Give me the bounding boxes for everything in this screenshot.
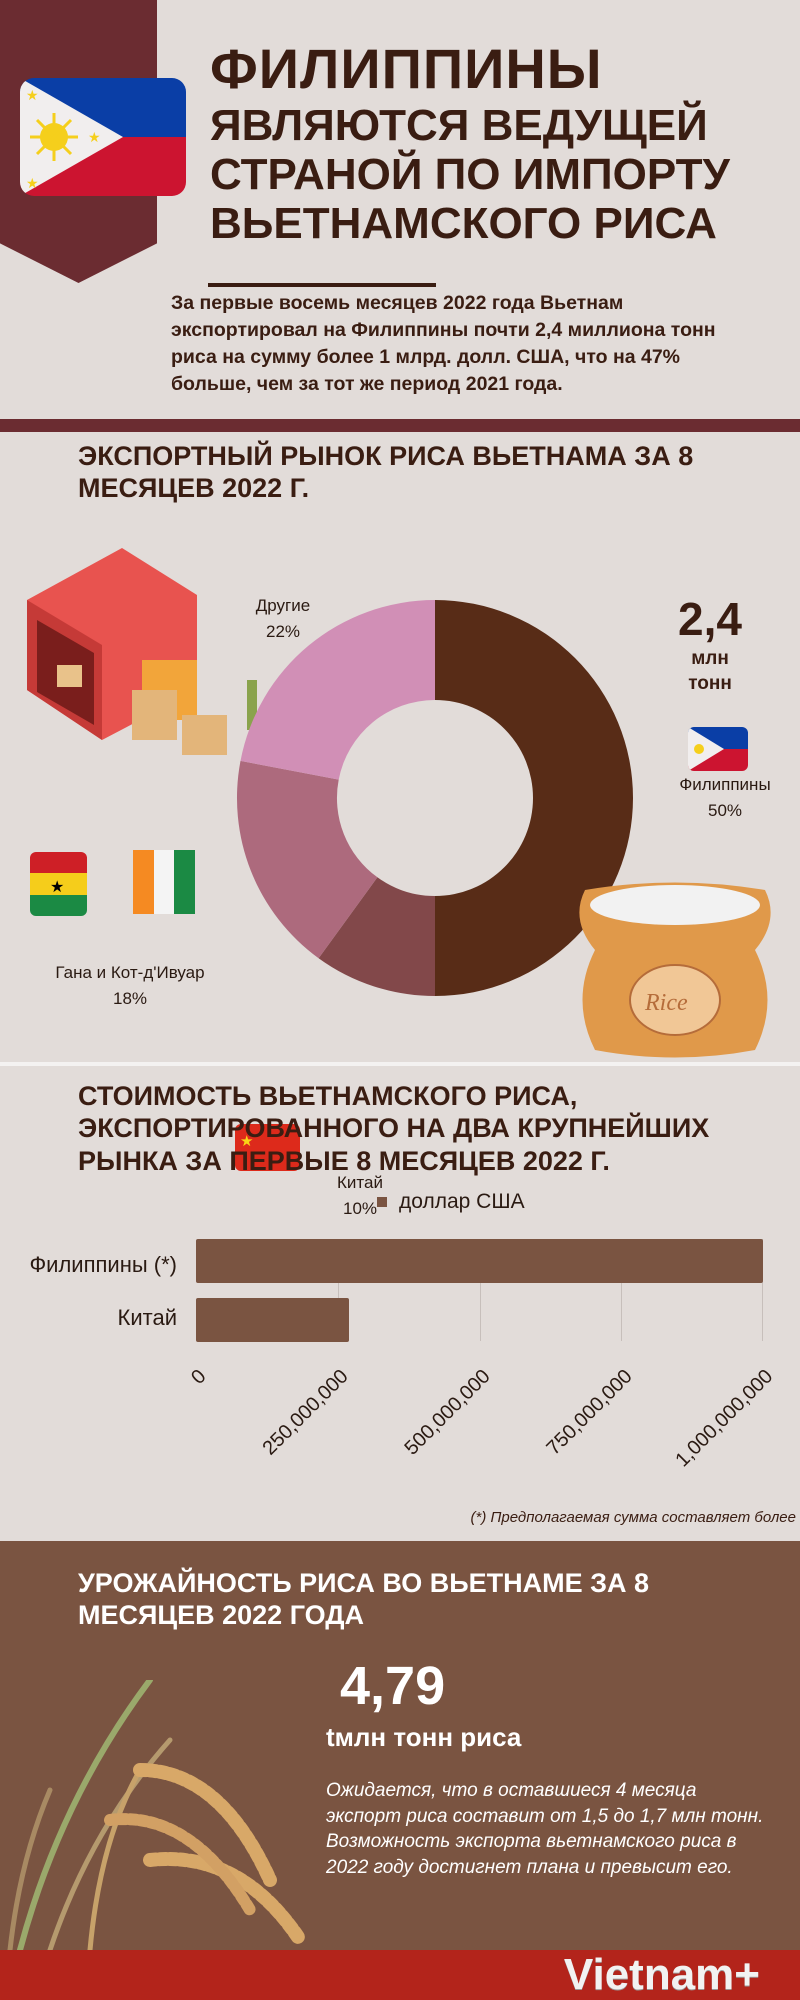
svg-text:★: ★ <box>26 87 39 103</box>
vietnamplus-logo[interactable]: Vietnam+ <box>563 1950 760 1999</box>
footer-bar <box>0 1950 800 2000</box>
x-tick: 500,000,000 <box>400 1365 495 1460</box>
chart-legend: доллар США <box>377 1190 525 1214</box>
yield-value: 4,79 <box>340 1656 446 1716</box>
philippines-flag-small-icon <box>688 727 748 771</box>
shipping-container-illustration <box>22 540 262 760</box>
section-divider-white <box>0 1062 800 1066</box>
legend-swatch-icon <box>377 1197 387 1207</box>
x-tick: 750,000,000 <box>542 1365 637 1460</box>
label-ghana-ivory-coast: Гана и Кот-д'Ивуар 18% <box>55 963 205 1008</box>
svg-text:Rice: Rice <box>644 990 688 1016</box>
value-section-title: СТОИМОСТЬ ВЬЕТНАМСКОГО РИСА, ЭКСПОРТИРОВ… <box>78 1081 710 1176</box>
market-section-title: ЭКСПОРТНЫЙ РЫНОК РИСА ВЬЕТНАМА ЗА 8 МЕСЯ… <box>78 441 694 504</box>
ghana-flag-icon: ★ <box>30 852 87 916</box>
svg-text:★: ★ <box>26 175 39 191</box>
grid-line <box>762 1239 763 1341</box>
svg-text:★: ★ <box>240 1133 253 1150</box>
grid-line <box>338 1239 339 1341</box>
x-tick: 0 <box>187 1365 211 1389</box>
bar-label-philippines: Филиппины (*) <box>29 1252 177 1277</box>
yield-section <box>0 1541 800 1950</box>
ivory-coast-flag-icon <box>133 850 195 914</box>
total-tonnage: 2,4 млн тонн <box>678 593 742 694</box>
yield-unit: tмлн тонн риса <box>326 1722 522 1752</box>
bar-philippines <box>196 1239 763 1283</box>
yield-section-title: УРОЖАЙНОСТЬ РИСА ВО ВЬЕТНАМЕ ЗА 8 МЕСЯЦЕ… <box>78 1568 650 1631</box>
china-flag-icon: ★ <box>235 1124 300 1171</box>
bar-china <box>196 1298 349 1342</box>
section-divider <box>0 419 800 432</box>
yield-note: Ожидается, что в оставшиеся 4 месяца экс… <box>326 1780 764 1878</box>
grid-line <box>480 1239 481 1341</box>
label-philippines: Филиппины 50% <box>679 775 771 820</box>
bar-label-china: Китай <box>117 1305 177 1330</box>
svg-text:★: ★ <box>50 879 64 896</box>
label-others: Другие 22% <box>255 596 311 641</box>
page-title: ФИЛИППИНЫ ЯВЛЯЮТСЯ ВЕДУЩЕЙ СТРАНОЙ ПО ИМ… <box>210 37 730 249</box>
x-tick: 1,000,000,000 <box>671 1365 778 1472</box>
grid-line <box>621 1239 622 1341</box>
chart-footnote: (*) Предполагаемая сумма составляет боле… <box>470 1509 796 1526</box>
title-underline <box>208 283 436 287</box>
label-china: Китай 10% <box>337 1173 383 1218</box>
svg-text:★: ★ <box>88 129 101 145</box>
rice-sack-illustration: Rice <box>565 880 785 1060</box>
intro-text: За первые восемь месяцев 2022 года Вьетн… <box>171 292 716 395</box>
philippines-flag-icon: ★ ★ ★ <box>20 78 186 196</box>
rice-plant-illustration <box>0 1677 320 1953</box>
x-tick: 250,000,000 <box>258 1365 353 1460</box>
